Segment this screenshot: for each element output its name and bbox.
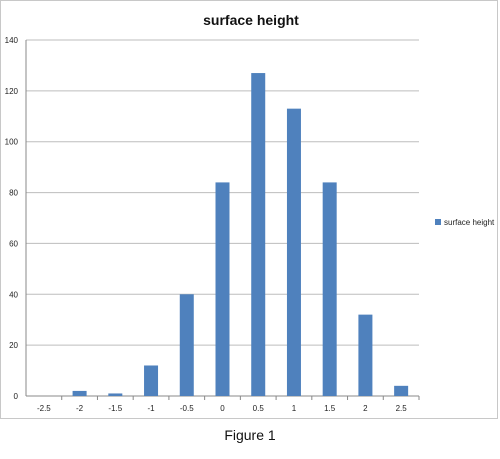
y-tick-label: 60 (9, 239, 18, 248)
y-tick-label: 20 (9, 341, 18, 350)
x-tick-label: 1 (292, 404, 297, 413)
figure-caption: Figure 1 (224, 427, 276, 443)
x-tick-label: -1 (147, 404, 155, 413)
x-tick-label: -2 (76, 404, 84, 413)
bars (72, 73, 409, 397)
bar (394, 385, 409, 396)
bar (358, 314, 373, 396)
bar (251, 73, 266, 397)
y-tick-label: 120 (5, 87, 19, 96)
legend-swatch (435, 219, 441, 225)
x-tick-label: -1.5 (108, 404, 122, 413)
bar (72, 390, 87, 396)
bar (215, 182, 230, 396)
y-tick-label: 80 (9, 189, 18, 198)
bar (144, 365, 159, 396)
x-tick-label: 0 (220, 404, 225, 413)
y-tick-label: 40 (9, 290, 18, 299)
x-axis-ticks: -2.5 -2 -1.5 -1 -0.5 0 0.5 1 1.5 2 2.5 (37, 404, 407, 413)
legend: surface height (435, 218, 495, 227)
legend-label: surface height (444, 218, 495, 227)
bar (179, 294, 194, 396)
x-tick-label: 2 (363, 404, 368, 413)
chart-container: surface height 0 20 40 60 80 100 120 140 -2.5 -2… (0, 0, 498, 419)
y-tick-label: 140 (5, 36, 19, 45)
x-tick-label: -2.5 (37, 404, 51, 413)
x-tick-label: 0.5 (253, 404, 265, 413)
y-tick-label: 0 (14, 392, 19, 401)
bar (108, 393, 123, 396)
y-axis-ticks: 0 20 40 60 80 100 120 140 (5, 36, 19, 401)
x-tick-label: 1.5 (324, 404, 336, 413)
bar (286, 108, 301, 397)
x-tick-label: 2.5 (396, 404, 408, 413)
x-tick-label: -0.5 (180, 404, 194, 413)
chart-title: surface height (203, 12, 299, 28)
bar (322, 182, 337, 396)
y-tick-label: 100 (5, 138, 19, 147)
